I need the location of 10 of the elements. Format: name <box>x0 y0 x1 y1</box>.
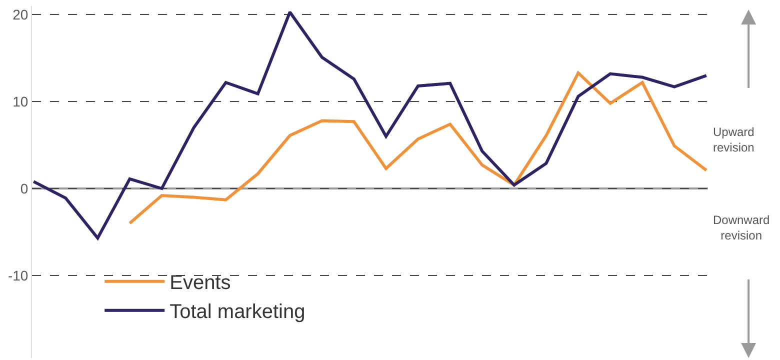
legend-label: Total marketing <box>170 301 306 324</box>
y-tick-label: 0 <box>20 180 28 196</box>
y-tick-label: -10 <box>8 267 28 284</box>
text: Downward revision <box>713 213 770 243</box>
y-tick-label: 10 <box>12 94 28 110</box>
y-tick-label: 20 <box>12 6 28 23</box>
text: Upward revision <box>713 125 754 155</box>
line-series <box>128 71 708 225</box>
line-series <box>32 10 708 240</box>
legend-label: Events <box>170 272 231 294</box>
